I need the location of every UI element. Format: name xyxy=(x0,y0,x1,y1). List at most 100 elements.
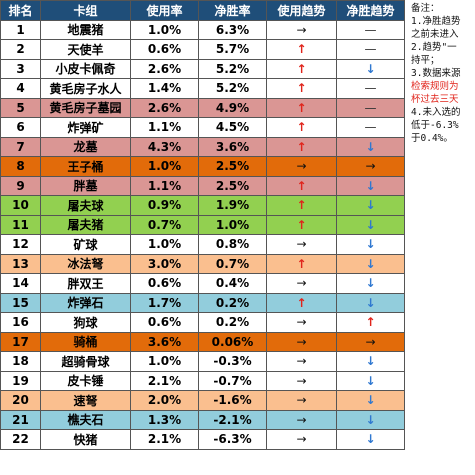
table-row: 13 冰法弩 3.0% 0.7% ↑ ↓ xyxy=(0,253,405,274)
header-row: 排名 卡组 使用率 净胜率 使用趋势 净胜趋势 xyxy=(0,0,405,21)
table-row: 15 炸弹石 1.7% 0.2% ↑ ↓ xyxy=(0,292,405,313)
use-rate-cell: 1.1% xyxy=(130,175,199,196)
rank-cell: 6 xyxy=(0,117,41,138)
rank-cell: 17 xyxy=(0,331,41,352)
deck-name-cell: 速弩 xyxy=(40,390,131,411)
win-trend-cell: ↓ xyxy=(336,292,405,313)
win-trend-cell: → xyxy=(336,156,405,177)
note-line: 1.净胜趋势 xyxy=(411,16,461,27)
use-trend-cell: ↑ xyxy=(266,214,337,235)
win-trend-cell: ↓ xyxy=(336,234,405,255)
win-trend-cell: ↓ xyxy=(336,58,405,79)
deck-name-cell: 皮卡锤 xyxy=(40,370,131,391)
use-rate-cell: 4.3% xyxy=(130,136,199,157)
table-row: 11 屠夫猪 0.7% 1.0% ↑ ↓ xyxy=(0,214,405,235)
use-trend-cell: → xyxy=(266,234,337,255)
use-rate-cell: 0.7% xyxy=(130,214,199,235)
rank-cell: 15 xyxy=(0,292,41,313)
deck-name-cell: 樵夫石 xyxy=(40,409,131,430)
win-rate-cell: 0.8% xyxy=(198,234,267,255)
use-rate-cell: 2.6% xyxy=(130,58,199,79)
win-rate-cell: 2.5% xyxy=(198,175,267,196)
deck-name-cell: 地震猪 xyxy=(40,19,131,40)
use-rate-cell: 1.3% xyxy=(130,409,199,430)
rank-cell: 13 xyxy=(0,253,41,274)
deck-name-cell: 龙墓 xyxy=(40,136,131,157)
deck-name-cell: 冰法弩 xyxy=(40,253,131,274)
win-rate-cell: 5.2% xyxy=(198,78,267,99)
win-rate-cell: -6.3% xyxy=(198,429,267,450)
table-row: 12 矿球 1.0% 0.8% → ↓ xyxy=(0,234,405,255)
note-line: 低于-6.3% xyxy=(411,120,459,131)
win-trend-cell: → xyxy=(336,331,405,352)
deck-name-cell: 矿球 xyxy=(40,234,131,255)
win-rate-cell: 3.6% xyxy=(198,136,267,157)
deck-name-cell: 屠夫猪 xyxy=(40,214,131,235)
header-deck: 卡组 xyxy=(40,0,131,21)
use-trend-cell: → xyxy=(266,351,337,372)
win-trend-cell: ↓ xyxy=(336,351,405,372)
deck-name-cell: 胖墓 xyxy=(40,175,131,196)
table-row: 3 小皮卡佩奇 2.6% 5.2% ↑ ↓ xyxy=(0,58,405,79)
use-rate-cell: 2.1% xyxy=(130,429,199,450)
use-trend-cell: ↑ xyxy=(266,78,337,99)
win-trend-cell: ↓ xyxy=(336,175,405,196)
use-trend-cell: → xyxy=(266,429,337,450)
use-rate-cell: 1.1% xyxy=(130,117,199,138)
rank-cell: 14 xyxy=(0,273,41,294)
use-rate-cell: 3.6% xyxy=(130,331,199,352)
win-rate-cell: 5.7% xyxy=(198,39,267,60)
rank-cell: 10 xyxy=(0,195,41,216)
use-trend-cell: → xyxy=(266,19,337,40)
deck-name-cell: 超骑骨球 xyxy=(40,351,131,372)
table-row: 14 胖双王 0.6% 0.4% → ↓ xyxy=(0,273,405,294)
win-trend-cell: — xyxy=(336,117,405,138)
use-rate-cell: 2.0% xyxy=(130,390,199,411)
win-trend-cell: — xyxy=(336,78,405,99)
win-trend-cell: ↑ xyxy=(336,312,405,333)
notes-panel: 备注： 1.净胜趋势 之前未进入 2.趋势"一 持平； 3.数据来源 检索规则为 杯过去三天 4… xyxy=(411,2,475,152)
use-trend-cell: ↑ xyxy=(266,292,337,313)
win-trend-cell: ↓ xyxy=(336,409,405,430)
win-rate-cell: -0.7% xyxy=(198,370,267,391)
use-rate-cell: 0.6% xyxy=(130,39,199,60)
note-line: 于0.4%。 xyxy=(411,133,453,144)
use-trend-cell: → xyxy=(266,370,337,391)
win-rate-cell: 1.9% xyxy=(198,195,267,216)
win-trend-cell: — xyxy=(336,39,405,60)
rank-cell: 18 xyxy=(0,351,41,372)
rank-cell: 9 xyxy=(0,175,41,196)
header-use-rate: 使用率 xyxy=(130,0,199,21)
win-trend-cell: ↓ xyxy=(336,429,405,450)
win-rate-cell: 4.5% xyxy=(198,117,267,138)
header-rank: 排名 xyxy=(0,0,41,21)
win-rate-cell: -0.3% xyxy=(198,351,267,372)
use-rate-cell: 1.0% xyxy=(130,156,199,177)
use-rate-cell: 0.9% xyxy=(130,195,199,216)
table-row: 1 地震猪 1.0% 6.3% → — xyxy=(0,19,405,40)
deck-name-cell: 黄毛房子水人 xyxy=(40,78,131,99)
win-rate-cell: 0.7% xyxy=(198,253,267,274)
win-trend-cell: ↓ xyxy=(336,214,405,235)
win-trend-cell: ↓ xyxy=(336,273,405,294)
deck-name-cell: 狗球 xyxy=(40,312,131,333)
table-row: 2 天使羊 0.6% 5.7% ↑ — xyxy=(0,39,405,60)
use-rate-cell: 2.6% xyxy=(130,97,199,118)
rank-cell: 12 xyxy=(0,234,41,255)
use-trend-cell: ↑ xyxy=(266,253,337,274)
use-trend-cell: ↑ xyxy=(266,175,337,196)
use-trend-cell: ↑ xyxy=(266,97,337,118)
win-trend-cell: ↓ xyxy=(336,390,405,411)
table-row: 7 龙墓 4.3% 3.6% ↑ ↓ xyxy=(0,136,405,157)
rank-cell: 20 xyxy=(0,390,41,411)
deck-name-cell: 炸弹石 xyxy=(40,292,131,313)
win-trend-cell: ↓ xyxy=(336,253,405,274)
use-trend-cell: ↑ xyxy=(266,136,337,157)
ranking-table: 排名 卡组 使用率 净胜率 使用趋势 净胜趋势 1 地震猪 1.0% 6.3% → —2 天… xyxy=(0,0,405,450)
rank-cell: 19 xyxy=(0,370,41,391)
use-trend-cell: → xyxy=(266,156,337,177)
deck-name-cell: 王子桶 xyxy=(40,156,131,177)
use-trend-cell: → xyxy=(266,273,337,294)
win-trend-cell: — xyxy=(336,19,405,40)
use-rate-cell: 1.7% xyxy=(130,292,199,313)
